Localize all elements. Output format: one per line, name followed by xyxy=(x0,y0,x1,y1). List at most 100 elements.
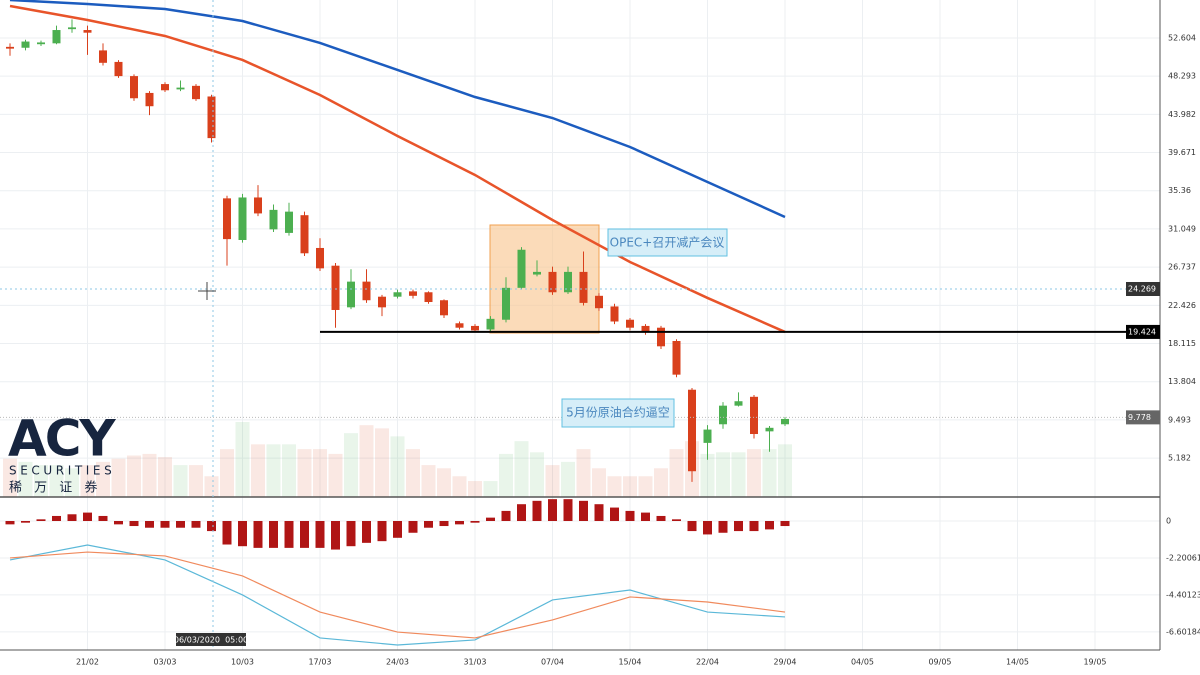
candle-body xyxy=(37,42,45,45)
candle-body xyxy=(440,300,448,316)
candle-body xyxy=(6,46,14,49)
macd-bar xyxy=(439,520,449,527)
y-tick-label: 5.182 xyxy=(1168,454,1191,463)
macd-tick-label: 0 xyxy=(1166,516,1171,525)
volume-bar xyxy=(530,452,544,497)
volume-bar xyxy=(142,453,157,497)
macd-bar xyxy=(21,520,30,523)
time-label-box xyxy=(176,633,246,646)
y-tick-label: 35.36 xyxy=(1168,186,1191,195)
volume-bar xyxy=(654,468,668,497)
volume-bar xyxy=(731,452,746,497)
macd-bar xyxy=(734,520,743,532)
candle-body xyxy=(269,209,278,230)
x-tick-label: 21/02 xyxy=(76,658,99,667)
volume-bar xyxy=(390,436,405,497)
volume-bar xyxy=(437,468,451,497)
macd-tick-label: -6.60184 xyxy=(1166,627,1200,636)
y-tick-label: 31.049 xyxy=(1168,224,1196,233)
price-label-box xyxy=(1126,281,1160,296)
candle-body xyxy=(517,249,526,288)
macd-bar xyxy=(765,520,774,530)
macd-bar xyxy=(36,519,46,521)
candle-body xyxy=(238,197,247,240)
macd-bar xyxy=(563,499,573,521)
macd-bar xyxy=(532,500,542,521)
x-tick-label: 19/05 xyxy=(1083,658,1106,667)
macd-bar xyxy=(284,520,294,548)
candle-body xyxy=(362,281,371,301)
volume-bar xyxy=(483,481,498,497)
candle-body xyxy=(579,271,588,303)
crosshair-time: 06/03/2020 05:00 xyxy=(174,636,248,645)
macd-bar xyxy=(625,510,635,521)
macd-bar xyxy=(5,520,15,525)
macd-bar xyxy=(222,520,232,545)
candle-body xyxy=(68,27,76,30)
candle-body xyxy=(21,41,30,48)
volume-bar xyxy=(762,449,777,497)
macd-bar xyxy=(687,520,697,532)
candle-body xyxy=(657,327,665,347)
x-tick-label: 10/03 xyxy=(231,658,254,667)
candle-body xyxy=(393,292,402,297)
candle-body xyxy=(486,318,495,330)
macd-bar xyxy=(98,515,108,521)
y-tick-label: 18.115 xyxy=(1168,339,1196,348)
macd-bar xyxy=(114,520,123,525)
candle-body xyxy=(781,418,789,425)
y-tick-label: 9.493 xyxy=(1168,415,1191,424)
macd-bar xyxy=(579,500,588,521)
candle-body xyxy=(161,84,169,91)
price-label-box xyxy=(1126,410,1160,425)
volume-bar xyxy=(638,476,653,497)
macd-bar xyxy=(346,520,356,547)
x-tick-label: 17/03 xyxy=(308,658,331,667)
price-label: 9.778 xyxy=(1128,413,1151,422)
volume-bar xyxy=(421,465,436,497)
macd-bar xyxy=(703,520,712,535)
volume-bar xyxy=(623,476,637,497)
volume-bar xyxy=(592,468,606,497)
candle-body xyxy=(300,215,309,254)
volume-bar xyxy=(452,476,467,497)
price-label: 24.269 xyxy=(1128,284,1156,293)
candle-body xyxy=(207,96,216,139)
x-tick-label: 09/05 xyxy=(928,658,951,667)
volume-bar xyxy=(158,457,172,497)
candle-body xyxy=(114,61,123,77)
crosshair-cursor xyxy=(198,282,216,300)
candle-body xyxy=(254,197,262,214)
candle-body xyxy=(83,30,92,33)
logo-sub: SECURITIES xyxy=(9,464,115,478)
macd-bar xyxy=(408,520,418,533)
macd-bar xyxy=(486,517,495,521)
macd-bar xyxy=(641,512,650,521)
candle-body xyxy=(765,427,774,432)
logo-brand: ACY xyxy=(8,410,116,468)
volume-bar xyxy=(266,444,281,497)
macd-bar xyxy=(501,510,511,521)
volume-bar xyxy=(65,468,79,497)
macd-bar xyxy=(331,520,340,550)
macd-bar xyxy=(780,520,790,527)
y-tick-label: 13.804 xyxy=(1168,377,1196,386)
x-tick-label: 14/05 xyxy=(1006,658,1029,667)
volume-bar xyxy=(235,422,250,497)
price-label: 19.424 xyxy=(1128,327,1156,336)
volume-bar xyxy=(220,449,234,497)
y-tick-label: 26.737 xyxy=(1168,263,1196,272)
macd-bar xyxy=(594,504,604,521)
macd-bar xyxy=(160,520,170,528)
x-tick-label: 03/03 xyxy=(153,658,176,667)
annotation: OPEC+召开减产会议 xyxy=(610,236,725,250)
volume-bar xyxy=(576,449,591,497)
volume-bar xyxy=(778,444,792,497)
annotation-box xyxy=(607,228,728,257)
candle-body xyxy=(533,271,541,275)
candle-body xyxy=(331,265,340,310)
volume-bar xyxy=(700,453,715,497)
y-tick-label: 52.604 xyxy=(1168,33,1196,42)
